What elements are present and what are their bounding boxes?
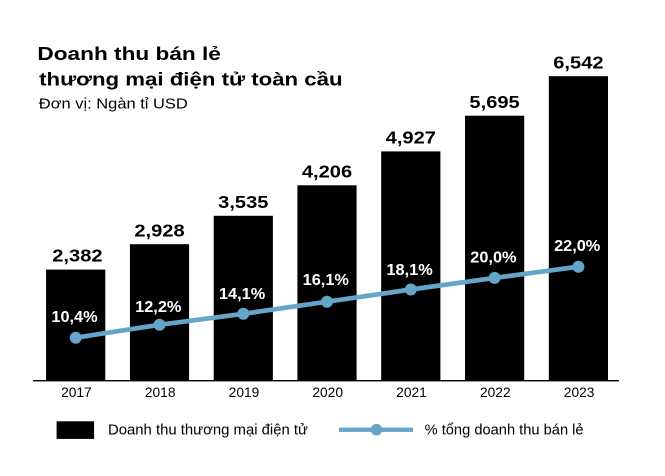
svg-text:22,0%: 22,0% [554,238,601,255]
svg-text:Đơn vị: Ngàn tỉ USD: Đơn vị: Ngàn tỉ USD [39,96,188,112]
svg-text:4,206: 4,206 [302,161,353,181]
svg-text:10,4%: 10,4% [51,309,98,326]
svg-text:2019: 2019 [229,385,260,400]
svg-text:2020: 2020 [312,385,343,400]
svg-text:thương mại điện tử toàn cầu: thương mại điện tử toàn cầu [39,69,343,90]
svg-text:6,542: 6,542 [553,52,604,72]
svg-text:16,1%: 16,1% [303,272,350,289]
svg-text:12,2%: 12,2% [135,299,182,316]
svg-text:% tổng doanh thu bán lẻ: % tổng doanh thu bán lẻ [425,423,584,439]
svg-text:2,382: 2,382 [52,246,103,266]
svg-text:18,1%: 18,1% [387,262,434,279]
svg-text:14,1%: 14,1% [219,286,266,303]
svg-text:2017: 2017 [61,385,92,400]
svg-text:3,535: 3,535 [218,192,269,212]
svg-text:Doanh thu bán lẻ: Doanh thu bán lẻ [37,43,221,64]
svg-text:Doanh thu thương mại điện tử: Doanh thu thương mại điện tử [108,423,308,439]
svg-text:2018: 2018 [145,385,176,400]
svg-text:4,927: 4,927 [386,128,436,148]
svg-text:2022: 2022 [480,385,511,400]
svg-text:20,0%: 20,0% [470,250,517,267]
svg-text:2023: 2023 [564,385,595,400]
svg-text:5,695: 5,695 [469,92,520,112]
svg-text:2,928: 2,928 [134,220,185,240]
svg-text:2021: 2021 [396,385,427,400]
